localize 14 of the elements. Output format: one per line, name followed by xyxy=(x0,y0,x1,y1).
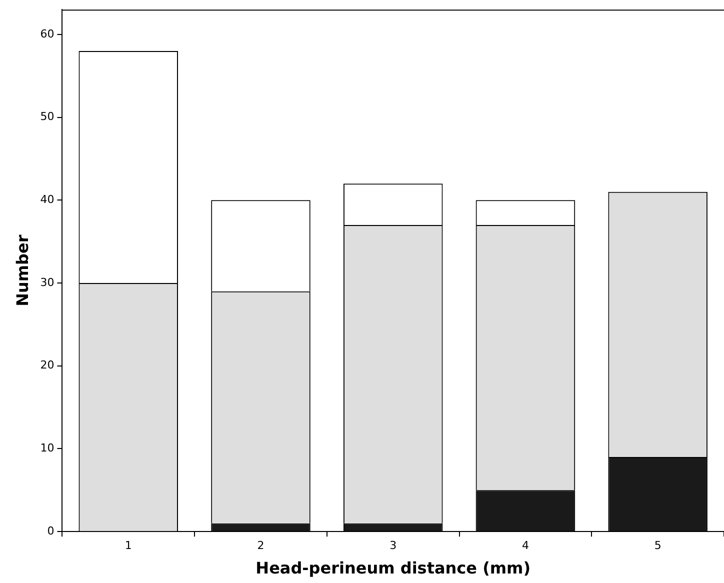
x-tick-label: 3 xyxy=(390,539,397,552)
x-tick-label: 5 xyxy=(654,539,662,552)
x-tick-label: 1 xyxy=(124,539,132,552)
y-tick-label: 10 xyxy=(40,442,54,455)
x-axis-title: Head-perineum distance (mm) xyxy=(256,558,531,578)
y-tick-label: 30 xyxy=(40,276,54,289)
y-axis-title: Number xyxy=(12,234,32,306)
x-tick-label: 2 xyxy=(257,539,264,552)
y-tick-label: 40 xyxy=(40,193,54,206)
y-tick-label: 20 xyxy=(40,358,54,372)
y-tick-label: 60 xyxy=(40,27,54,40)
x-tick-label: 4 xyxy=(522,539,529,552)
y-tick-label: 0 xyxy=(47,524,54,538)
y-tick-label: 50 xyxy=(40,110,54,124)
